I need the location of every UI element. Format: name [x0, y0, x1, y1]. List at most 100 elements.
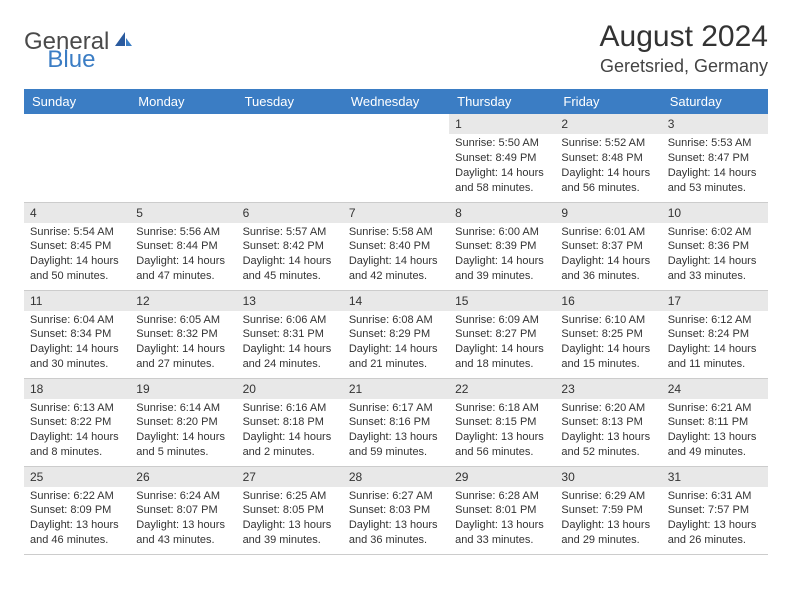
- weekday-header: Sunday: [24, 89, 130, 114]
- calendar-day-cell: 8Sunrise: 6:00 AMSunset: 8:39 PMDaylight…: [449, 202, 555, 290]
- day-number: 13: [237, 291, 343, 311]
- calendar-day-cell: [130, 114, 236, 202]
- weekday-header: Thursday: [449, 89, 555, 114]
- day-content: Sunrise: 6:25 AMSunset: 8:05 PMDaylight:…: [237, 487, 343, 552]
- day-number: 1: [449, 114, 555, 134]
- day-content: Sunrise: 6:12 AMSunset: 8:24 PMDaylight:…: [662, 311, 768, 376]
- calendar-day-cell: 31Sunrise: 6:31 AMSunset: 7:57 PMDayligh…: [662, 466, 768, 554]
- calendar-day-cell: 26Sunrise: 6:24 AMSunset: 8:07 PMDayligh…: [130, 466, 236, 554]
- calendar-day-cell: 15Sunrise: 6:09 AMSunset: 8:27 PMDayligh…: [449, 290, 555, 378]
- calendar-day-cell: 30Sunrise: 6:29 AMSunset: 7:59 PMDayligh…: [555, 466, 661, 554]
- day-content: Sunrise: 6:28 AMSunset: 8:01 PMDaylight:…: [449, 487, 555, 552]
- day-number: 9: [555, 203, 661, 223]
- day-content: Sunrise: 6:16 AMSunset: 8:18 PMDaylight:…: [237, 399, 343, 464]
- weekday-header: Monday: [130, 89, 236, 114]
- day-number: 23: [555, 379, 661, 399]
- day-content: Sunrise: 6:27 AMSunset: 8:03 PMDaylight:…: [343, 487, 449, 552]
- day-content: Sunrise: 6:29 AMSunset: 7:59 PMDaylight:…: [555, 487, 661, 552]
- day-content: Sunrise: 6:31 AMSunset: 7:57 PMDaylight:…: [662, 487, 768, 552]
- calendar-week-row: 18Sunrise: 6:13 AMSunset: 8:22 PMDayligh…: [24, 378, 768, 466]
- weekday-header: Wednesday: [343, 89, 449, 114]
- calendar-day-cell: 2Sunrise: 5:52 AMSunset: 8:48 PMDaylight…: [555, 114, 661, 202]
- day-content: Sunrise: 6:14 AMSunset: 8:20 PMDaylight:…: [130, 399, 236, 464]
- day-number: 26: [130, 467, 236, 487]
- day-number: 14: [343, 291, 449, 311]
- day-number: 16: [555, 291, 661, 311]
- day-number: 2: [555, 114, 661, 134]
- calendar-day-cell: 6Sunrise: 5:57 AMSunset: 8:42 PMDaylight…: [237, 202, 343, 290]
- day-number: 30: [555, 467, 661, 487]
- day-content: Sunrise: 6:22 AMSunset: 8:09 PMDaylight:…: [24, 487, 130, 552]
- day-content: Sunrise: 6:09 AMSunset: 8:27 PMDaylight:…: [449, 311, 555, 376]
- calendar-day-cell: 4Sunrise: 5:54 AMSunset: 8:45 PMDaylight…: [24, 202, 130, 290]
- day-number: 21: [343, 379, 449, 399]
- calendar-day-cell: 3Sunrise: 5:53 AMSunset: 8:47 PMDaylight…: [662, 114, 768, 202]
- calendar-page: General Blue August 2024 Geretsried, Ger…: [0, 0, 792, 575]
- day-content: Sunrise: 5:54 AMSunset: 8:45 PMDaylight:…: [24, 223, 130, 288]
- calendar-day-cell: 14Sunrise: 6:08 AMSunset: 8:29 PMDayligh…: [343, 290, 449, 378]
- day-number: 15: [449, 291, 555, 311]
- calendar-day-cell: 7Sunrise: 5:58 AMSunset: 8:40 PMDaylight…: [343, 202, 449, 290]
- calendar-day-cell: 19Sunrise: 6:14 AMSunset: 8:20 PMDayligh…: [130, 378, 236, 466]
- weekday-header-row: Sunday Monday Tuesday Wednesday Thursday…: [24, 89, 768, 114]
- logo: General Blue: [24, 20, 185, 56]
- day-content: Sunrise: 5:50 AMSunset: 8:49 PMDaylight:…: [449, 134, 555, 199]
- day-content: Sunrise: 6:21 AMSunset: 8:11 PMDaylight:…: [662, 399, 768, 464]
- day-content: Sunrise: 5:58 AMSunset: 8:40 PMDaylight:…: [343, 223, 449, 288]
- day-number: 25: [24, 467, 130, 487]
- calendar-day-cell: 21Sunrise: 6:17 AMSunset: 8:16 PMDayligh…: [343, 378, 449, 466]
- day-number: 11: [24, 291, 130, 311]
- calendar-day-cell: 24Sunrise: 6:21 AMSunset: 8:11 PMDayligh…: [662, 378, 768, 466]
- day-content: Sunrise: 6:10 AMSunset: 8:25 PMDaylight:…: [555, 311, 661, 376]
- title-block: August 2024 Geretsried, Germany: [600, 20, 768, 77]
- day-number: 8: [449, 203, 555, 223]
- day-number: 10: [662, 203, 768, 223]
- day-number: 5: [130, 203, 236, 223]
- calendar-day-cell: 18Sunrise: 6:13 AMSunset: 8:22 PMDayligh…: [24, 378, 130, 466]
- calendar-day-cell: 9Sunrise: 6:01 AMSunset: 8:37 PMDaylight…: [555, 202, 661, 290]
- day-number: 22: [449, 379, 555, 399]
- calendar-day-cell: 17Sunrise: 6:12 AMSunset: 8:24 PMDayligh…: [662, 290, 768, 378]
- day-content: Sunrise: 6:05 AMSunset: 8:32 PMDaylight:…: [130, 311, 236, 376]
- day-number: 28: [343, 467, 449, 487]
- day-number: 19: [130, 379, 236, 399]
- location: Geretsried, Germany: [600, 56, 768, 77]
- calendar-day-cell: 23Sunrise: 6:20 AMSunset: 8:13 PMDayligh…: [555, 378, 661, 466]
- day-content: Sunrise: 6:20 AMSunset: 8:13 PMDaylight:…: [555, 399, 661, 464]
- day-content: Sunrise: 6:00 AMSunset: 8:39 PMDaylight:…: [449, 223, 555, 288]
- logo-sail-icon: [113, 30, 133, 55]
- calendar-day-cell: 16Sunrise: 6:10 AMSunset: 8:25 PMDayligh…: [555, 290, 661, 378]
- day-number: 17: [662, 291, 768, 311]
- page-header: General Blue August 2024 Geretsried, Ger…: [24, 20, 768, 77]
- calendar-week-row: 11Sunrise: 6:04 AMSunset: 8:34 PMDayligh…: [24, 290, 768, 378]
- day-number: 6: [237, 203, 343, 223]
- calendar-day-cell: 25Sunrise: 6:22 AMSunset: 8:09 PMDayligh…: [24, 466, 130, 554]
- day-content: Sunrise: 6:01 AMSunset: 8:37 PMDaylight:…: [555, 223, 661, 288]
- calendar-table: Sunday Monday Tuesday Wednesday Thursday…: [24, 89, 768, 555]
- day-content: Sunrise: 6:08 AMSunset: 8:29 PMDaylight:…: [343, 311, 449, 376]
- day-content: Sunrise: 6:06 AMSunset: 8:31 PMDaylight:…: [237, 311, 343, 376]
- calendar-day-cell: 20Sunrise: 6:16 AMSunset: 8:18 PMDayligh…: [237, 378, 343, 466]
- calendar-day-cell: 13Sunrise: 6:06 AMSunset: 8:31 PMDayligh…: [237, 290, 343, 378]
- day-number: 27: [237, 467, 343, 487]
- day-number: 4: [24, 203, 130, 223]
- calendar-day-cell: 22Sunrise: 6:18 AMSunset: 8:15 PMDayligh…: [449, 378, 555, 466]
- day-number: 29: [449, 467, 555, 487]
- calendar-week-row: 25Sunrise: 6:22 AMSunset: 8:09 PMDayligh…: [24, 466, 768, 554]
- day-content: Sunrise: 6:18 AMSunset: 8:15 PMDaylight:…: [449, 399, 555, 464]
- logo-text-2: Blue: [47, 46, 95, 74]
- day-number: 24: [662, 379, 768, 399]
- weekday-header: Friday: [555, 89, 661, 114]
- day-content: Sunrise: 6:02 AMSunset: 8:36 PMDaylight:…: [662, 223, 768, 288]
- calendar-day-cell: [24, 114, 130, 202]
- calendar-day-cell: [343, 114, 449, 202]
- day-content: Sunrise: 5:56 AMSunset: 8:44 PMDaylight:…: [130, 223, 236, 288]
- day-number: 12: [130, 291, 236, 311]
- day-content: Sunrise: 5:57 AMSunset: 8:42 PMDaylight:…: [237, 223, 343, 288]
- calendar-week-row: 1Sunrise: 5:50 AMSunset: 8:49 PMDaylight…: [24, 114, 768, 202]
- day-content: Sunrise: 5:52 AMSunset: 8:48 PMDaylight:…: [555, 134, 661, 199]
- day-content: Sunrise: 6:04 AMSunset: 8:34 PMDaylight:…: [24, 311, 130, 376]
- weekday-header: Tuesday: [237, 89, 343, 114]
- weekday-header: Saturday: [662, 89, 768, 114]
- calendar-day-cell: 28Sunrise: 6:27 AMSunset: 8:03 PMDayligh…: [343, 466, 449, 554]
